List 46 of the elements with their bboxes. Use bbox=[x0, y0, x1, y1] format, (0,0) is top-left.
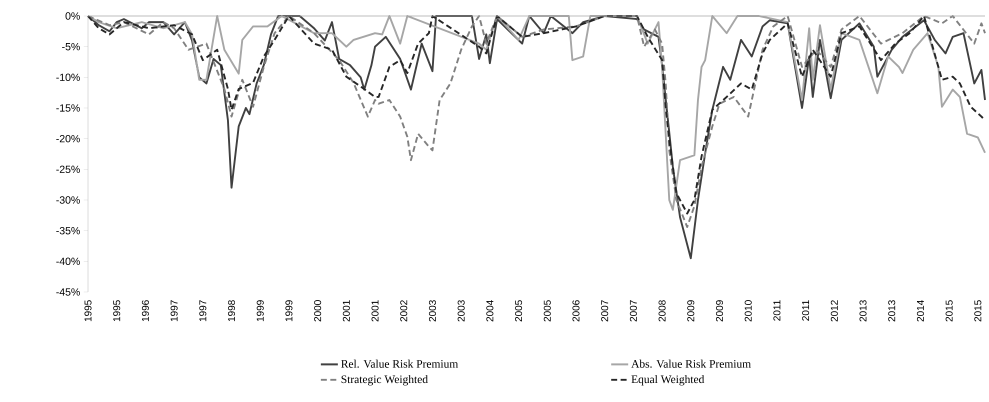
x-tick-label: 2007 bbox=[601, 300, 608, 322]
x-tick-label: 2015 bbox=[946, 300, 953, 322]
x-tick-label: 2012 bbox=[830, 300, 838, 322]
x-tick-label: 2002 bbox=[400, 300, 408, 322]
x-tick-label: 2006 bbox=[572, 300, 580, 322]
x-tick-label: 2005 bbox=[544, 300, 551, 322]
y-tick-label: -45% bbox=[56, 288, 80, 296]
x-tick-label: 2005 bbox=[515, 300, 522, 322]
x-tick-label: 2001 bbox=[342, 300, 350, 322]
legend-label: Rel. Value Risk Premium bbox=[341, 360, 458, 368]
legend-label: Abs. Value Risk Premium bbox=[631, 360, 751, 368]
x-tick-label: 2000 bbox=[314, 300, 322, 322]
x-tick-label: 2010 bbox=[744, 300, 752, 322]
y-tick-label: -25% bbox=[56, 166, 80, 174]
x-tick-label: 2004 bbox=[486, 300, 494, 322]
x-tick-label: 2003 bbox=[428, 300, 436, 322]
x-tick-label: 2013 bbox=[859, 300, 867, 322]
x-tick-label: 1997 bbox=[199, 300, 206, 322]
y-tick-label: 0% bbox=[66, 12, 80, 20]
y-tick-label: -30% bbox=[56, 196, 80, 204]
x-tick-label: 1999 bbox=[256, 300, 264, 322]
x-tick-label: 2014 bbox=[916, 300, 924, 322]
y-tick-label: -35% bbox=[56, 226, 80, 234]
x-tick-label: 1998 bbox=[228, 300, 236, 322]
y-tick-label: -40% bbox=[56, 258, 80, 266]
x-tick-label: 1997 bbox=[170, 300, 178, 322]
x-tick-label: 2001 bbox=[372, 300, 379, 322]
y-tick-label: -5% bbox=[62, 42, 80, 50]
y-tick-label: -10% bbox=[56, 74, 80, 82]
x-tick-label: 2009 bbox=[716, 300, 724, 322]
x-tick-label: 1995 bbox=[113, 300, 120, 322]
x-tick-label: 1995 bbox=[84, 300, 92, 322]
legend-label: Equal Weighted bbox=[631, 375, 704, 386]
x-tick-label: 2007 bbox=[630, 300, 637, 322]
x-tick-label: 2013 bbox=[888, 300, 896, 322]
y-tick-label: -20% bbox=[56, 134, 80, 142]
x-tick-label: 2009 bbox=[687, 300, 694, 322]
x-tick-label: 2011 bbox=[773, 300, 780, 321]
x-tick-label: 1999 bbox=[285, 300, 292, 322]
x-tick-label: 2015 bbox=[974, 300, 982, 322]
legend-label: Strategic Weighted bbox=[342, 375, 428, 386]
x-tick-label: 2011 bbox=[802, 300, 810, 321]
x-tick-label: 2003 bbox=[458, 300, 465, 322]
x-tick-label: 2008 bbox=[658, 300, 666, 322]
x-tick-label: 1996 bbox=[142, 300, 149, 322]
y-tick-label: -15% bbox=[56, 104, 80, 112]
